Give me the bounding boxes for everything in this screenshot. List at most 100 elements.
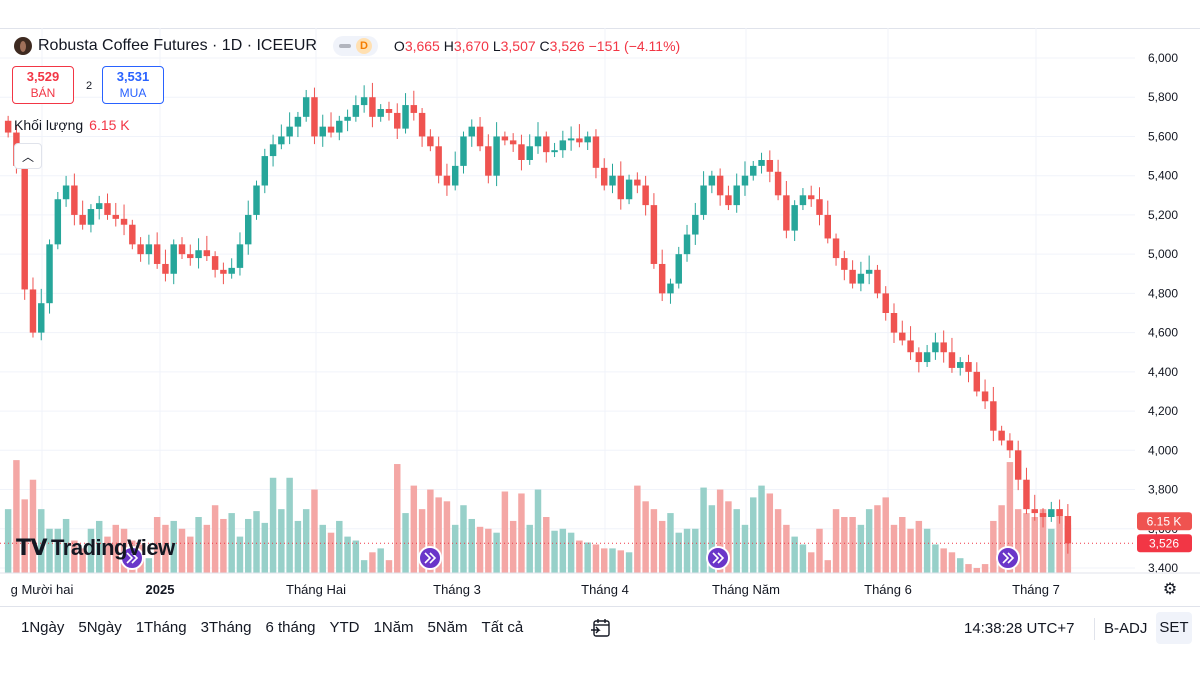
- candle-body: [220, 269, 227, 274]
- volume-bar: [915, 520, 923, 573]
- volume-legend[interactable]: Khối lượng 6.15 K: [14, 117, 130, 133]
- volume-bar: [807, 552, 815, 573]
- collapse-legend-button[interactable]: ︿: [14, 143, 42, 169]
- price-tick-label: 5,200: [1148, 208, 1178, 222]
- candle-body: [650, 205, 658, 264]
- candle-body: [1056, 509, 1063, 517]
- candle-body: [766, 160, 774, 172]
- candle-body: [336, 120, 343, 133]
- volume-bar: [460, 505, 467, 573]
- price-tick-label: 5,800: [1148, 90, 1178, 104]
- clock-timezone[interactable]: 14:38:28 UTC+7: [964, 620, 1075, 637]
- event-arrow-icon: [1002, 552, 1015, 564]
- range-5d[interactable]: 5Ngày: [78, 619, 122, 636]
- volume-bar: [865, 509, 873, 573]
- volume-bar: [178, 528, 186, 573]
- range-3m[interactable]: 3Tháng: [200, 619, 252, 636]
- time-axis-label: 2025: [146, 582, 175, 597]
- volume-bar: [112, 524, 119, 573]
- volume-bar: [1031, 517, 1038, 573]
- candle-body: [758, 160, 765, 166]
- candle-body: [601, 167, 608, 186]
- candle-body: [269, 144, 277, 157]
- volume-bar: [766, 493, 774, 573]
- candle-body: [153, 244, 161, 264]
- volume-bar: [625, 552, 633, 573]
- candle-body: [865, 269, 873, 274]
- volume-bar: [592, 544, 600, 573]
- volume-bar: [899, 517, 906, 573]
- volume-bar: [882, 497, 889, 573]
- candle-body: [733, 185, 740, 206]
- change-readout: −151 (−4.11%): [588, 38, 681, 54]
- volume-bar: [832, 509, 840, 573]
- candle-body: [526, 146, 533, 160]
- session-pill[interactable]: D: [332, 36, 378, 56]
- volume-bar: [38, 509, 45, 573]
- candle-body: [915, 352, 923, 363]
- volume-bar: [849, 517, 856, 573]
- session-toggle[interactable]: SET: [1156, 612, 1192, 644]
- price-chart[interactable]: 6,000 5,800 5,600 5,400 5,200 5,000 4,800 4,600…: [0, 28, 1200, 606]
- candle-body: [807, 195, 815, 200]
- range-1m[interactable]: 1Tháng: [135, 619, 187, 636]
- candle-body: [195, 250, 202, 259]
- volume-bar: [344, 536, 351, 573]
- candle-body: [385, 109, 393, 113]
- buy-button[interactable]: 3,531 MUA: [102, 66, 164, 104]
- volume-bar: [576, 540, 583, 573]
- volume-value: 6.15 K: [89, 117, 130, 133]
- volume-bar: [311, 489, 318, 573]
- volume-bar: [567, 532, 575, 573]
- price-tick-label: 4,000: [1148, 443, 1178, 457]
- volume-bar: [29, 479, 37, 573]
- volume-bar: [245, 518, 252, 573]
- range-selector: 1Ngày 5Ngày 1Tháng 3Tháng 6 tháng YTD 1N…: [14, 617, 530, 638]
- price-tick-label: 3,400: [1148, 561, 1178, 575]
- volume-bar: [153, 517, 161, 573]
- top-strip: [0, 0, 1200, 28]
- symbol-title[interactable]: Robusta Coffee Futures · 1D · ICEEUR: [38, 37, 317, 54]
- range-1y[interactable]: 1Năm: [373, 619, 414, 636]
- time-axis-label: g Mười hai: [11, 582, 74, 597]
- range-5y[interactable]: 5Năm: [427, 619, 468, 636]
- candle-body: [907, 340, 914, 353]
- candle-body: [302, 97, 310, 117]
- range-all[interactable]: Tất cả: [481, 619, 524, 636]
- volume-bar: [609, 548, 616, 573]
- candle-body: [253, 185, 260, 215]
- calendar-goto-icon[interactable]: [590, 617, 612, 639]
- volume-bar: [418, 509, 426, 573]
- volume-bar: [79, 548, 86, 573]
- candle-body: [112, 214, 119, 219]
- adjustment-toggle[interactable]: B-ADJ: [1104, 620, 1148, 637]
- candle-body: [667, 283, 674, 294]
- range-1d[interactable]: 1Ngày: [21, 619, 65, 636]
- candle-body: [1031, 509, 1038, 514]
- volume-bar: [601, 548, 608, 573]
- time-axis-label: Tháng 4: [581, 582, 629, 597]
- gear-icon[interactable]: ⚙: [1162, 581, 1178, 598]
- tradingview-logo[interactable]: 𝗧𝗩 TradingView: [16, 535, 175, 561]
- volume-bar: [319, 524, 326, 573]
- volume-bar: [957, 558, 964, 573]
- range-6m[interactable]: 6 tháng: [265, 619, 316, 636]
- volume-label: Khối lượng: [14, 117, 84, 133]
- volume-bar: [816, 528, 823, 573]
- range-ytd[interactable]: YTD: [329, 619, 360, 636]
- candle-body: [899, 332, 906, 341]
- candle-body: [360, 97, 368, 106]
- candle-body: [708, 175, 716, 186]
- volume-bar: [228, 513, 235, 573]
- volume-bar: [907, 528, 914, 573]
- volume-bar: [402, 513, 409, 573]
- volume-bar: [195, 517, 202, 573]
- candle-body: [21, 165, 28, 290]
- candle-body: [71, 185, 78, 215]
- candle-body: [1023, 479, 1030, 510]
- sell-button[interactable]: 3,529 BÁN: [12, 66, 74, 104]
- volume-bar: [923, 528, 931, 573]
- volume-bar: [220, 518, 227, 573]
- volume-bar: [774, 509, 782, 573]
- candle-body: [344, 116, 351, 121]
